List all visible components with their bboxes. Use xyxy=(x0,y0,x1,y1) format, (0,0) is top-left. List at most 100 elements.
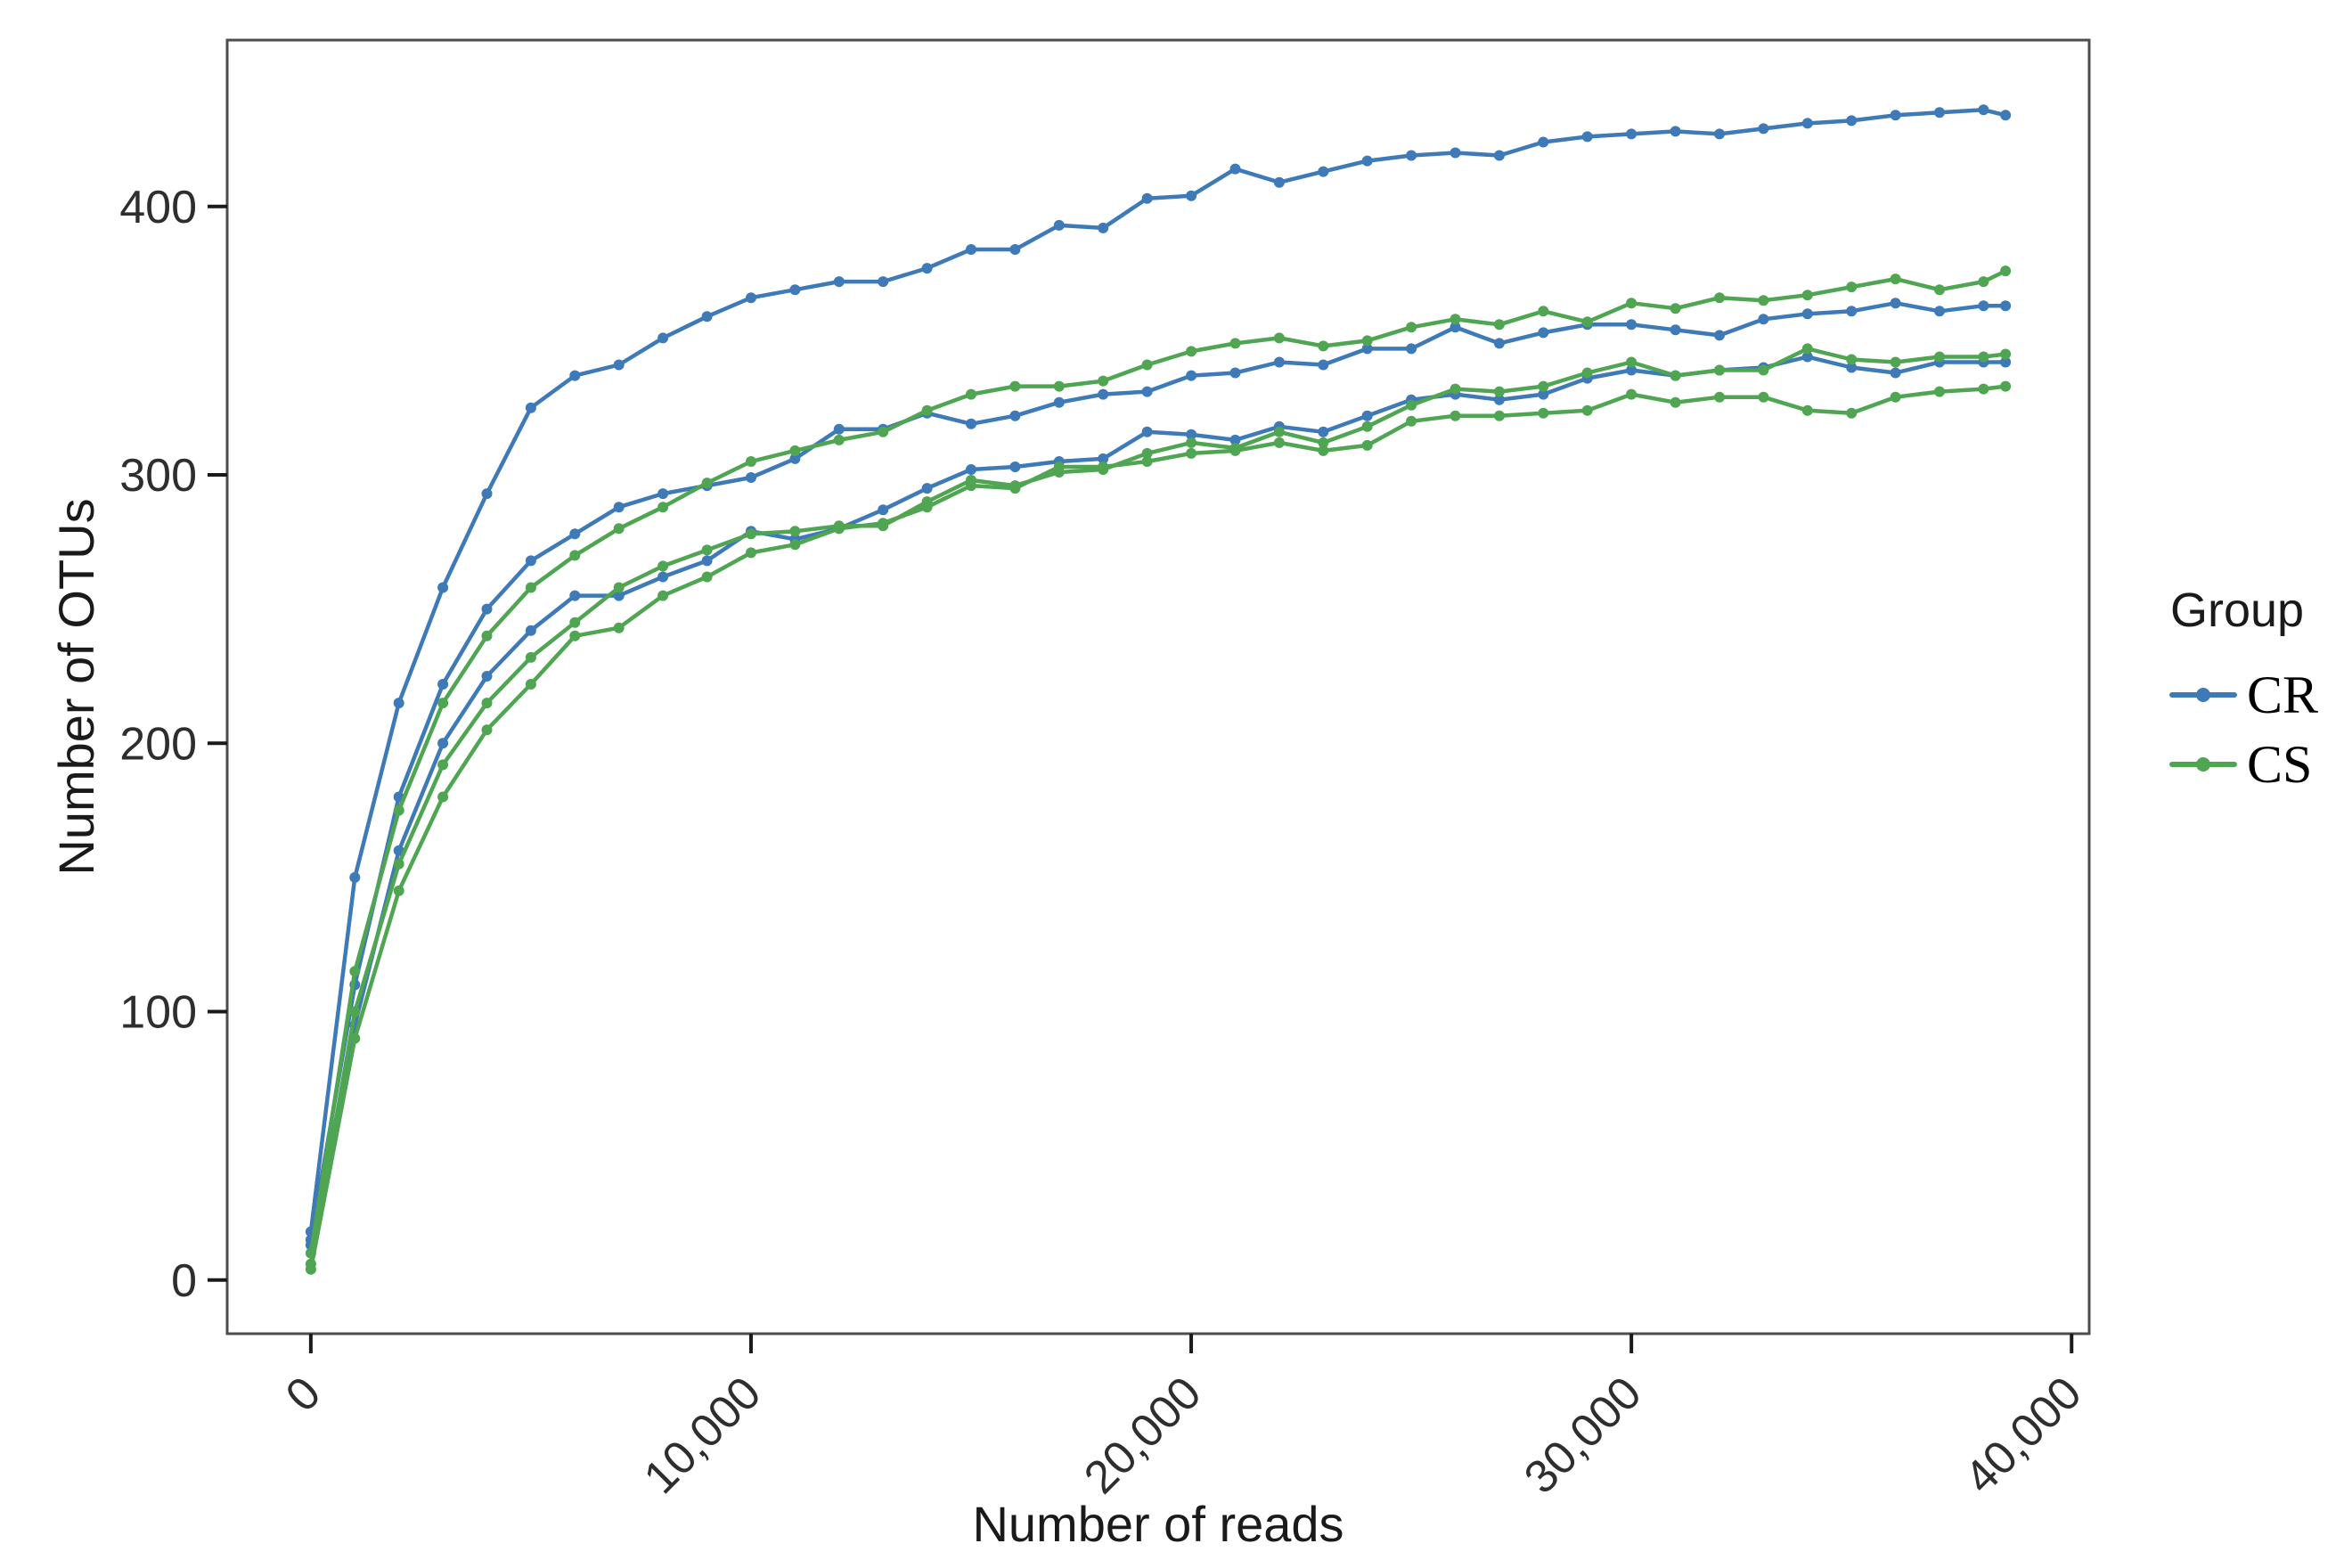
data-point-CS-2 xyxy=(1846,354,1858,365)
data-point-CS-1 xyxy=(789,445,801,456)
data-point-CS-1 xyxy=(393,804,404,816)
data-point-CR-2 xyxy=(1406,343,1417,355)
data-point-CR-3 xyxy=(921,483,933,494)
data-point-CR-3 xyxy=(657,571,669,583)
data-point-CS-3 xyxy=(1053,461,1065,472)
data-point-CS-1 xyxy=(921,404,933,416)
data-point-CR-1 xyxy=(1318,166,1329,177)
data-point-CR-3 xyxy=(1538,388,1549,400)
data-point-CS-2 xyxy=(437,759,449,771)
data-point-CS-1 xyxy=(833,434,845,445)
data-point-CS-1 xyxy=(349,966,361,977)
data-point-CR-2 xyxy=(1273,356,1285,368)
data-point-CR-3 xyxy=(878,504,889,516)
data-point-CS-2 xyxy=(1273,426,1285,437)
data-point-CS-3 xyxy=(1978,383,1989,395)
data-point-CR-2 xyxy=(1361,343,1373,355)
y-tick-label: 200 xyxy=(119,718,197,770)
data-point-CS-3 xyxy=(1406,415,1417,427)
data-point-CR-1 xyxy=(1186,190,1197,201)
data-point-CS-3 xyxy=(1538,407,1549,419)
data-point-CS-1 xyxy=(1098,375,1109,387)
data-point-CR-2 xyxy=(1318,359,1329,371)
data-point-CS-1 xyxy=(1801,290,1813,301)
data-point-CS-3 xyxy=(1801,404,1813,416)
data-point-CS-3 xyxy=(1581,404,1593,416)
data-point-CS-3 xyxy=(1846,407,1858,419)
data-point-CS-2 xyxy=(701,544,713,556)
data-point-CS-3 xyxy=(481,724,493,736)
data-point-CS-1 xyxy=(878,426,889,437)
data-point-CS-3 xyxy=(1273,437,1285,448)
data-point-CS-3 xyxy=(701,571,713,583)
data-point-CS-2 xyxy=(1626,356,1638,368)
data-point-CR-1 xyxy=(393,698,404,709)
legend-entries: CR CS xyxy=(2169,666,2318,794)
legend-key-point-CR xyxy=(2196,688,2210,702)
data-point-CS-1 xyxy=(1493,319,1505,331)
data-point-CR-2 xyxy=(613,502,625,513)
data-point-CR-3 xyxy=(1186,429,1197,440)
data-point-CS-2 xyxy=(349,1006,361,1017)
data-point-CR-1 xyxy=(1581,131,1593,143)
data-point-CS-1 xyxy=(1186,346,1197,357)
data-point-CS-2 xyxy=(1538,380,1549,392)
data-point-CR-2 xyxy=(1978,300,1989,312)
y-tick-label: 300 xyxy=(119,450,197,502)
data-point-CS-3 xyxy=(1626,388,1638,400)
data-point-CR-2 xyxy=(481,603,493,615)
data-point-CR-3 xyxy=(1890,367,1901,379)
data-point-CR-2 xyxy=(437,679,449,690)
data-point-CS-1 xyxy=(701,478,713,489)
data-point-CS-3 xyxy=(613,622,625,633)
data-point-CS-2 xyxy=(393,858,404,870)
data-point-CS-1 xyxy=(1846,282,1858,293)
data-point-CR-2 xyxy=(1493,338,1505,349)
data-point-CR-1 xyxy=(1141,192,1153,204)
y-tick-label: 400 xyxy=(119,182,197,233)
data-point-CS-1 xyxy=(1758,295,1769,306)
data-point-CS-1 xyxy=(613,523,625,535)
data-point-CS-3 xyxy=(1758,391,1769,403)
data-point-CS-3 xyxy=(393,885,404,896)
data-point-CS-3 xyxy=(789,539,801,551)
data-point-CS-1 xyxy=(1670,303,1681,314)
data-point-CS-1 xyxy=(1450,314,1461,325)
data-point-CS-1 xyxy=(966,388,976,400)
data-point-CR-1 xyxy=(1229,163,1241,175)
data-point-CS-1 xyxy=(1141,359,1153,371)
data-point-CR-3 xyxy=(525,625,536,636)
x-tick-label: 0 xyxy=(276,1367,331,1421)
data-point-CR-2 xyxy=(966,418,976,429)
series-line-CS-2 xyxy=(308,347,2008,1266)
data-point-CS-3 xyxy=(1714,391,1725,403)
legend-title: Group xyxy=(2170,584,2304,637)
data-point-CS-2 xyxy=(1450,383,1461,395)
data-point-CR-1 xyxy=(1538,136,1549,148)
data-point-CS-2 xyxy=(2000,348,2012,360)
series-line-CR-3 xyxy=(308,355,2008,1247)
data-point-CR-1 xyxy=(1934,107,1945,118)
data-point-CS-3 xyxy=(2000,380,2012,392)
data-point-CR-1 xyxy=(921,263,933,274)
data-point-CR-1 xyxy=(1493,150,1505,161)
data-point-CR-1 xyxy=(701,311,713,323)
data-point-CR-1 xyxy=(1670,126,1681,137)
data-point-CR-2 xyxy=(1890,298,1901,309)
data-point-CS-2 xyxy=(569,617,581,628)
data-point-CS-3 xyxy=(305,1263,316,1275)
data-point-CR-1 xyxy=(1098,222,1109,233)
data-point-CS-3 xyxy=(349,1033,361,1044)
data-point-CS-2 xyxy=(1758,364,1769,376)
data-point-CS-1 xyxy=(1273,332,1285,344)
data-point-CR-1 xyxy=(1053,219,1065,231)
data-point-CR-1 xyxy=(657,332,669,344)
data-point-CR-3 xyxy=(437,738,449,749)
data-point-CS-3 xyxy=(1229,445,1241,456)
data-point-CR-1 xyxy=(349,871,361,883)
data-point-CS-3 xyxy=(878,518,889,529)
data-point-CS-2 xyxy=(1934,351,1945,363)
plot-panel-border xyxy=(225,38,2091,1335)
data-point-CR-2 xyxy=(1846,306,1858,317)
data-point-CR-2 xyxy=(1141,386,1153,397)
